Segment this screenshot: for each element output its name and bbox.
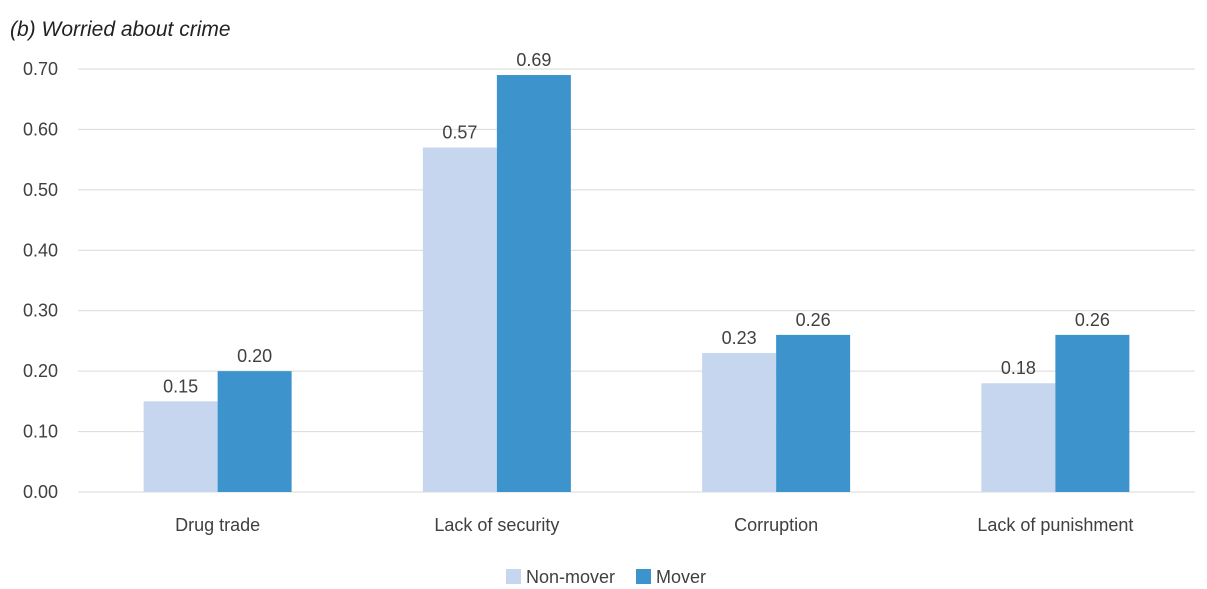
legend-label-non-mover: Non-mover xyxy=(526,567,615,587)
x-category-label: Drug trade xyxy=(175,515,260,535)
bar-mover-drug-trade xyxy=(217,371,292,492)
data-label: 0.18 xyxy=(1001,358,1036,378)
x-category-label: Lack of security xyxy=(434,515,559,535)
bar-mover-lack-of-security xyxy=(496,75,571,493)
legend-label-mover: Mover xyxy=(656,567,706,587)
data-label: 0.26 xyxy=(1075,310,1110,330)
bar-non-mover-lack-of-security xyxy=(422,147,497,493)
y-tick-label: 0.40 xyxy=(23,240,58,260)
bar-non-mover-lack-of-punishment xyxy=(981,383,1056,492)
bar-non-mover-corruption xyxy=(702,353,777,492)
y-tick-label: 0.10 xyxy=(23,422,58,442)
y-axis-ticks: 0.00 0.10 0.20 0.30 0.40 0.50 0.60 0.70 xyxy=(23,59,58,502)
data-label: 0.26 xyxy=(796,310,831,330)
y-tick-label: 0.70 xyxy=(23,59,58,79)
x-category-label: Corruption xyxy=(734,515,818,535)
y-tick-label: 0.50 xyxy=(23,180,58,200)
data-label: 0.15 xyxy=(163,376,198,396)
data-label: 0.23 xyxy=(722,328,757,348)
y-tick-label: 0.20 xyxy=(23,361,58,381)
x-category-label: Lack of punishment xyxy=(977,515,1133,535)
legend: Non-mover Mover xyxy=(506,567,706,587)
data-label: 0.20 xyxy=(237,346,272,366)
data-label: 0.57 xyxy=(442,123,477,143)
legend-swatch-mover xyxy=(636,569,651,584)
bar-non-mover-drug-trade xyxy=(143,401,218,492)
data-label: 0.69 xyxy=(516,50,551,70)
bars xyxy=(143,75,1130,493)
y-tick-label: 0.30 xyxy=(23,301,58,321)
data-labels: 0.15 0.20 0.57 0.69 0.23 0.26 0.18 0.26 xyxy=(163,50,1110,396)
legend-swatch-non-mover xyxy=(506,569,521,584)
y-tick-label: 0.60 xyxy=(23,119,58,139)
bar-mover-corruption xyxy=(776,334,851,492)
x-axis-categories: Drug trade Lack of security Corruption Lack… xyxy=(175,515,1133,535)
bar-mover-lack-of-punishment xyxy=(1055,334,1130,492)
chart-title: (b) Worried about crime xyxy=(10,18,231,41)
y-tick-label: 0.00 xyxy=(23,482,58,502)
